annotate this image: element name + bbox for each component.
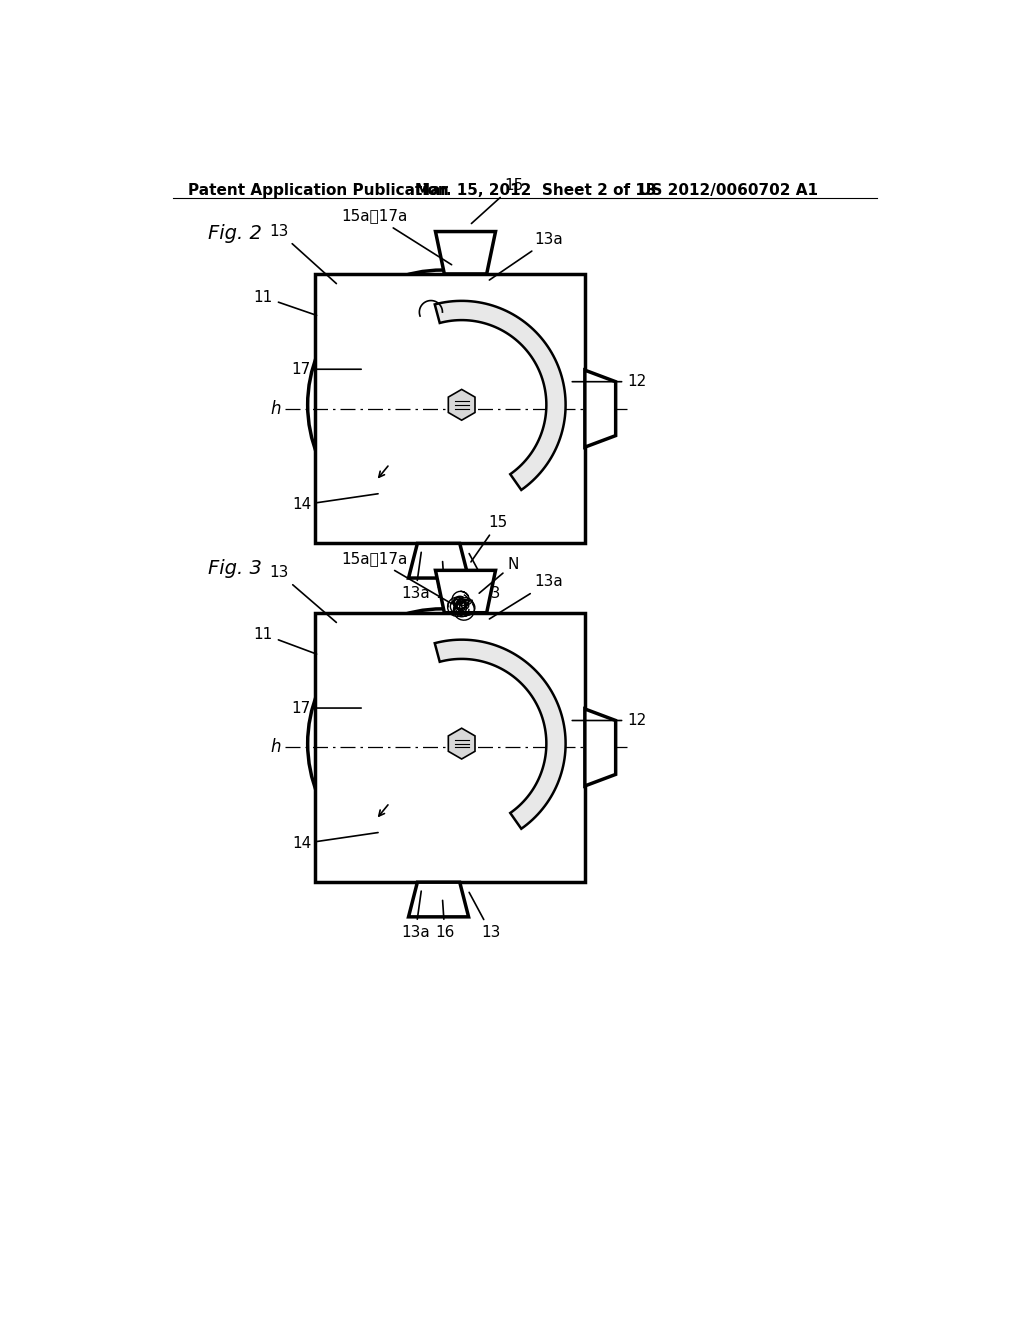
Text: N: N [479, 557, 519, 593]
Text: 13: 13 [269, 565, 336, 623]
Text: 13: 13 [469, 553, 501, 601]
Text: 16: 16 [435, 900, 455, 940]
Text: 15: 15 [471, 515, 508, 562]
Text: 12: 12 [572, 713, 646, 729]
Bar [315, 275, 585, 544]
Text: 15a、17a: 15a、17a [341, 552, 452, 603]
Text: 17: 17 [291, 701, 361, 715]
Text: Fig. 2: Fig. 2 [208, 224, 261, 243]
Text: 12: 12 [572, 374, 646, 389]
Circle shape [307, 609, 578, 878]
Text: Patent Application Publication: Patent Application Publication [188, 183, 450, 198]
Text: US 2012/0060702 A1: US 2012/0060702 A1 [639, 183, 818, 198]
Text: 13a: 13a [401, 891, 430, 940]
Polygon shape [435, 301, 565, 490]
Circle shape [307, 271, 578, 540]
Text: 13a: 13a [401, 552, 430, 601]
Text: 13: 13 [469, 892, 501, 940]
Polygon shape [449, 729, 475, 759]
Polygon shape [435, 570, 496, 612]
Polygon shape [449, 389, 475, 420]
Polygon shape [409, 544, 469, 578]
Polygon shape [435, 231, 496, 275]
Text: h: h [270, 400, 282, 417]
Polygon shape [585, 370, 615, 447]
Polygon shape [409, 882, 469, 917]
Text: 13a: 13a [489, 232, 563, 280]
Text: 15: 15 [471, 178, 523, 223]
Text: Fig. 3: Fig. 3 [208, 558, 261, 578]
Text: h: h [270, 738, 282, 756]
Text: Mar. 15, 2012  Sheet 2 of 13: Mar. 15, 2012 Sheet 2 of 13 [416, 183, 657, 198]
Bar [454, 396, 470, 413]
Text: 13a: 13a [489, 574, 563, 619]
Bar [315, 612, 585, 882]
Text: 13: 13 [269, 224, 337, 284]
Text: 16: 16 [435, 561, 455, 601]
Text: 14: 14 [292, 494, 378, 512]
Text: 15a、17a: 15a、17a [341, 209, 452, 265]
Polygon shape [435, 640, 565, 829]
Bar [454, 735, 470, 752]
Text: 17: 17 [291, 362, 361, 376]
Text: 14: 14 [292, 833, 378, 851]
Polygon shape [585, 709, 615, 785]
Text: 11: 11 [254, 289, 316, 315]
Text: 11: 11 [254, 627, 316, 655]
